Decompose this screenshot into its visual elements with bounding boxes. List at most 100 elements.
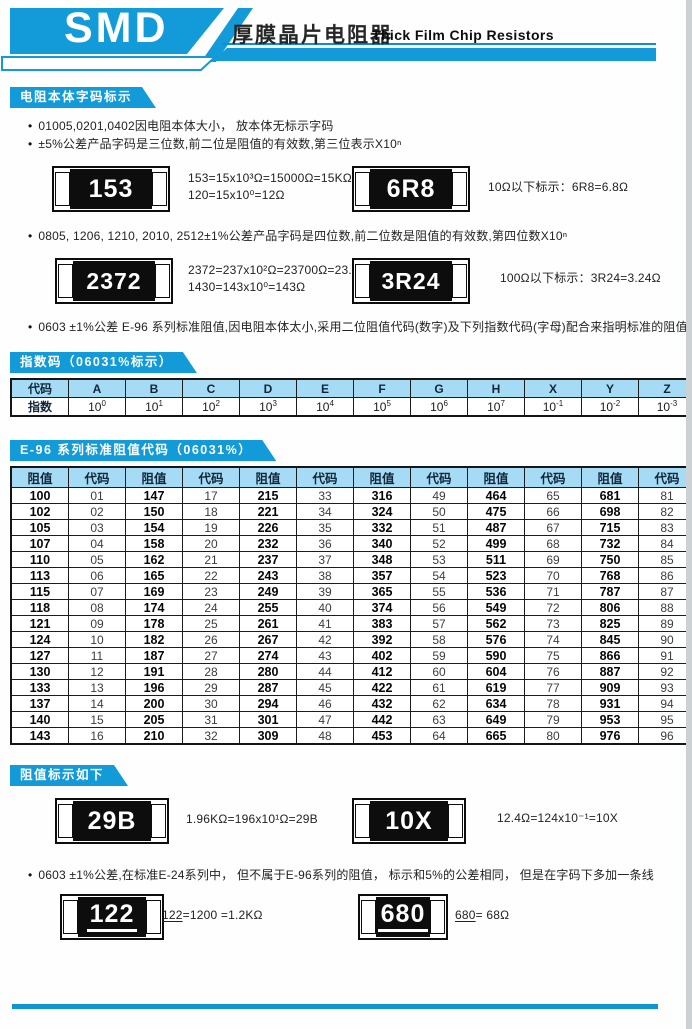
e96-code-cell: 68 xyxy=(524,535,582,552)
e96-value-cell: 165 xyxy=(125,567,183,584)
e96-value-cell: 100 xyxy=(10,487,69,504)
exp-code-cell: Z xyxy=(638,378,692,398)
section-banner-exponent-codes: 指数码（06031%标示） xyxy=(10,352,197,373)
bullet-dot: • xyxy=(28,229,33,243)
caption-line: 120=15x10⁰=12Ω xyxy=(188,188,285,202)
e96-value-cell: 357 xyxy=(353,567,411,584)
resistor-body: 2372 xyxy=(73,261,155,301)
e96-value-cell: 226 xyxy=(239,519,297,536)
e96-data-row: 133 13 196 29 287 45 422 61 619 77 909 93 xyxy=(10,679,692,696)
resistor-end-cap xyxy=(361,900,376,934)
header-slash-stripe xyxy=(201,8,253,62)
e96-code-cell: 89 xyxy=(638,615,692,632)
e96-code-cell: 45 xyxy=(296,679,354,696)
e96-value-cell: 115 xyxy=(10,583,69,600)
e96-value-cell: 287 xyxy=(239,679,297,696)
e96-value-cell: 681 xyxy=(581,487,639,504)
e96-code-cell: 42 xyxy=(296,631,354,648)
e96-value-cell: 150 xyxy=(125,503,183,520)
exp-value-cell: 10-1 xyxy=(524,397,582,417)
bullet-dot: • xyxy=(28,320,33,334)
e96-code-cell: 84 xyxy=(638,535,692,552)
e96-code-cell: 51 xyxy=(410,519,468,536)
e96-value-cell: 280 xyxy=(239,663,297,680)
bullet-no-marking-sizes: • 01005,0201,0402因电阻本体大小， 放本体无标示字码 xyxy=(28,117,334,134)
e96-header-cell: 代码 xyxy=(296,466,354,488)
e96-value-cell: 412 xyxy=(353,663,411,680)
e96-value-cell: 162 xyxy=(125,551,183,568)
e96-code-cell: 37 xyxy=(296,551,354,568)
e96-value-cell: 332 xyxy=(353,519,411,536)
e96-header-cell: 代码 xyxy=(68,466,126,488)
e96-code-cell: 85 xyxy=(638,551,692,568)
e96-code-cell: 28 xyxy=(182,663,240,680)
e96-value-cell: 174 xyxy=(125,599,183,616)
e96-code-cell: 61 xyxy=(410,679,468,696)
resistor-end-cap xyxy=(63,900,78,934)
exp-value-cell: 106 xyxy=(410,397,468,417)
e96-value-cell: 634 xyxy=(467,695,525,712)
figure-caption-6R8: 10Ω以下标示：6R8=6.8Ω xyxy=(488,179,628,196)
exp-value-cell: 104 xyxy=(296,397,354,417)
e96-code-cell: 64 xyxy=(410,727,468,745)
e96-value-cell: 140 xyxy=(10,711,69,728)
e96-value-cell: 665 xyxy=(467,727,525,745)
e96-code-cell: 29 xyxy=(182,679,240,696)
e96-code-cell: 77 xyxy=(524,679,582,696)
e96-header-cell: 阻值 xyxy=(353,466,411,488)
resistor-end-cap xyxy=(155,264,170,298)
resistor-end-cap xyxy=(452,172,467,206)
e96-value-cell: 487 xyxy=(467,519,525,536)
e96-code-cell: 70 xyxy=(524,567,582,584)
resistor-body: 122 xyxy=(78,897,146,937)
e96-code-cell: 63 xyxy=(410,711,468,728)
bullet-1pct-4digit: • 0805, 1206, 1210, 2010, 2512±1%公差产品字码是四… xyxy=(28,227,567,244)
e96-value-cell: 274 xyxy=(239,647,297,664)
bullet-dot: • xyxy=(28,119,33,133)
exp-codes-row: 代码 A B C D E F G H X Y Z xyxy=(10,378,692,398)
e96-value-cell: 649 xyxy=(467,711,525,728)
e96-code-cell: 44 xyxy=(296,663,354,680)
e96-data-row: 113 06 165 22 243 38 357 54 523 70 768 86 xyxy=(10,567,692,584)
e96-value-cell: 825 xyxy=(581,615,639,632)
e96-code-cell: 33 xyxy=(296,487,354,504)
e96-value-cell: 301 xyxy=(239,711,297,728)
e96-data-row: 130 12 191 28 280 44 412 60 604 76 887 92 xyxy=(10,663,692,680)
e96-code-cell: 22 xyxy=(182,567,240,584)
e96-value-cell: 215 xyxy=(239,487,297,504)
e96-value-cell: 255 xyxy=(239,599,297,616)
resistor-end-cap xyxy=(151,804,166,838)
e96-code-cell: 94 xyxy=(638,695,692,712)
e96-value-cell: 200 xyxy=(125,695,183,712)
e96-code-cell: 15 xyxy=(68,711,126,728)
e96-code-cell: 11 xyxy=(68,647,126,664)
exp-value-cell: 10-2 xyxy=(581,397,639,417)
e96-value-cell: 383 xyxy=(353,615,411,632)
e96-value-cell: 187 xyxy=(125,647,183,664)
resistor-figure-2372: 2372 xyxy=(55,258,173,304)
e96-data-row: 140 15 205 31 301 47 442 63 649 79 953 95 xyxy=(10,711,692,728)
e96-table-body: 100 01 147 17 215 33 316 49 464 65 681 81 102 02 150 18… xyxy=(10,487,692,745)
e96-value-cell: 392 xyxy=(353,631,411,648)
e96-header-cell: 代码 xyxy=(410,466,468,488)
caption-rest: =1200 =1.2KΩ xyxy=(182,908,263,922)
e96-header-cell: 代码 xyxy=(524,466,582,488)
e96-code-cell: 06 xyxy=(68,567,126,584)
e96-data-row: 118 08 174 24 255 40 374 56 549 72 806 88 xyxy=(10,599,692,616)
section-banner-value-marking: 阻值标示如下 xyxy=(10,765,128,786)
figure-caption-122: 122=1200 =1.2KΩ xyxy=(162,907,263,924)
e96-value-cell: 806 xyxy=(581,599,639,616)
e96-code-cell: 07 xyxy=(68,583,126,600)
e96-code-cell: 24 xyxy=(182,599,240,616)
exp-code-cell: C xyxy=(182,378,240,398)
smd-logo-text: SMD xyxy=(64,4,169,52)
caption-line: 1.96KΩ=196x10¹Ω=29B xyxy=(186,812,318,826)
e96-data-row: 107 04 158 20 232 36 340 52 499 68 732 84 xyxy=(10,535,692,552)
e96-code-cell: 09 xyxy=(68,615,126,632)
e96-code-cell: 91 xyxy=(638,647,692,664)
e96-code-cell: 55 xyxy=(410,583,468,600)
figure-caption-680: 680= 68Ω xyxy=(455,907,509,924)
e96-code-cell: 25 xyxy=(182,615,240,632)
e96-value-cell: 107 xyxy=(10,535,69,552)
e96-code-cell: 53 xyxy=(410,551,468,568)
